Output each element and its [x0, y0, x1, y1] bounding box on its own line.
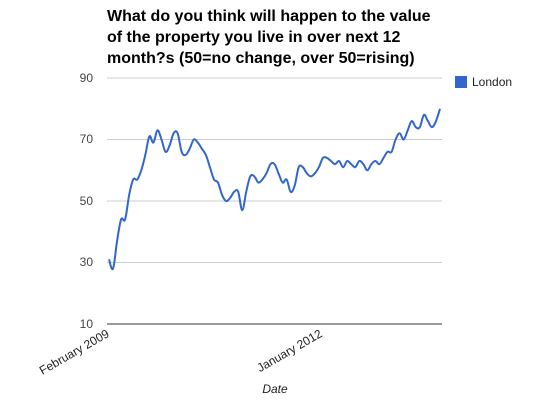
chart-title: What do you think will happen to the val… [107, 6, 437, 69]
x-axis-label: Date [262, 382, 288, 396]
y-tick-label: 70 [80, 132, 94, 146]
x-tick-label: January 2012 [255, 326, 325, 375]
legend: London [455, 75, 512, 89]
y-tick-label: 90 [80, 71, 94, 85]
y-tick-label: 10 [80, 317, 94, 331]
y-tick-label: 50 [80, 194, 94, 208]
chart-title-line: of the property you live in over next 12 [107, 29, 401, 46]
y-axis-tick-labels: 90 70 50 30 10 [80, 71, 94, 331]
series-line-london [108, 108, 441, 271]
x-axis-tick-labels: February 2009 January 2012 [37, 326, 325, 377]
chart-title-line: month?s (50=no change, over 50=rising) [107, 50, 415, 67]
series-layer [108, 108, 441, 271]
chart-title-line: What do you think will happen to the val… [107, 8, 431, 25]
legend-label-london: London [472, 75, 513, 89]
legend-swatch-london [455, 76, 467, 88]
y-tick-label: 30 [80, 255, 94, 269]
gridlines [107, 77, 442, 325]
x-tick-label: February 2009 [37, 326, 112, 377]
